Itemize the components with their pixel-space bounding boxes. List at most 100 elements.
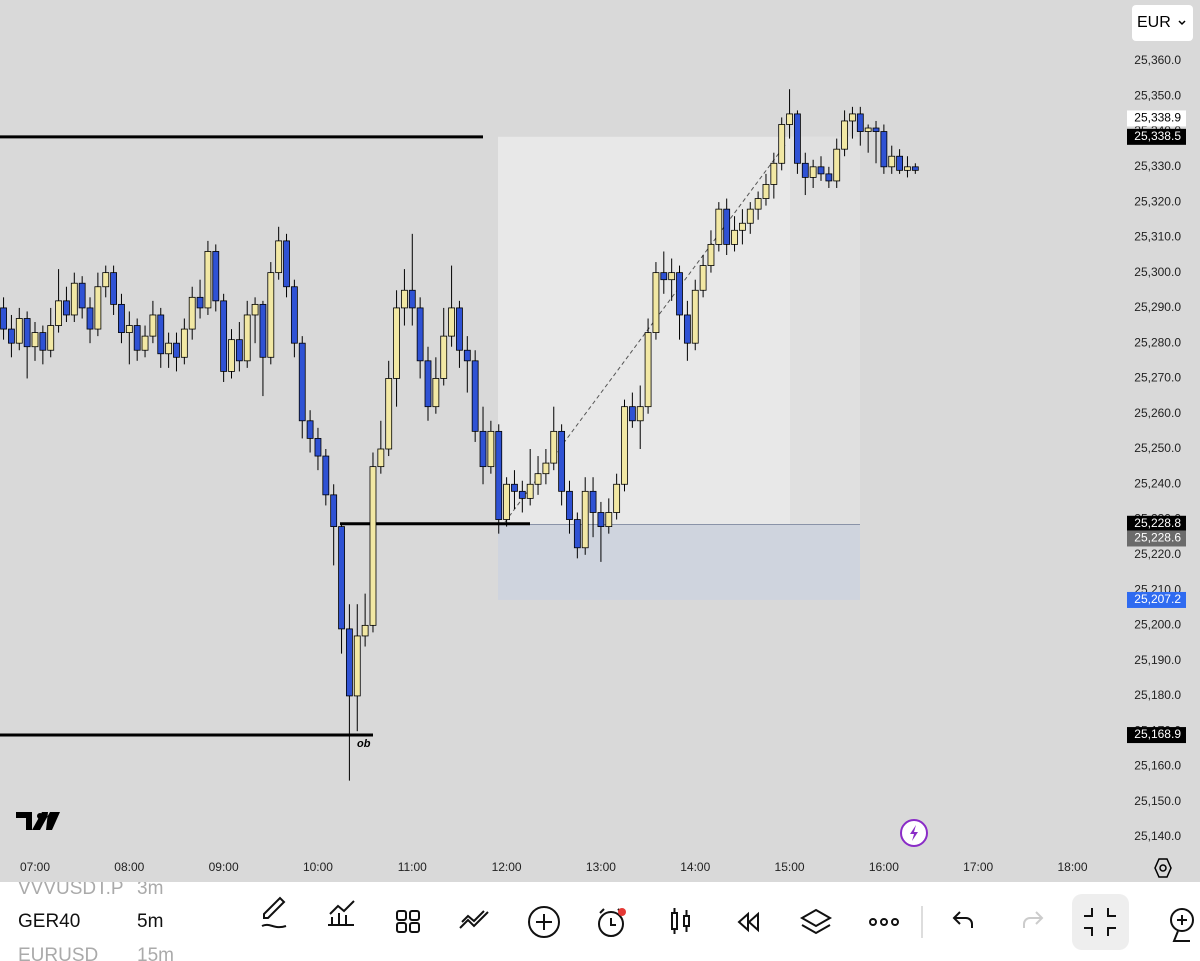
candle-body [290,286,298,344]
candle-body [456,307,463,351]
loss-zone [498,524,860,600]
indicators-tool[interactable] [328,900,355,926]
candle-body [762,184,770,199]
y-tick-label: 25,330.0 [1134,159,1181,173]
currency-button[interactable] [1132,5,1193,41]
watchlist-interval[interactable]: 15m [137,945,174,961]
candle-body [165,342,173,355]
candle-body [613,483,621,513]
draw-tool[interactable] [261,896,287,929]
y-tick-label: 25,350.0 [1134,88,1181,102]
candle-body [841,120,848,150]
candle-body [416,307,424,362]
y-tick-label: 25,220.0 [1134,547,1181,561]
x-tick-label: 14:00 [680,860,710,874]
layers-tool[interactable] [799,908,833,935]
y-tick-label: 25,150.0 [1134,794,1181,808]
candle-body [723,208,731,245]
candle-body [110,272,117,305]
price-label-box [1127,727,1186,744]
candle-body [471,360,479,432]
candle-body [102,272,110,288]
settings-dot [1159,864,1167,872]
annotation: ob [357,738,371,750]
candle-body [338,526,345,630]
candle-body [621,406,628,485]
x-tick-label: 12:00 [492,860,522,874]
price-label: 25,338.9 [1134,111,1181,125]
price-label-box [1127,530,1186,547]
candle-body [173,342,180,358]
add-tool[interactable] [528,906,560,938]
y-tick-label: 25,260.0 [1134,406,1181,420]
candle-body [47,325,55,351]
candle-body [408,289,416,309]
settings-button[interactable] [1154,858,1172,878]
y-tick-label: 25,310.0 [1134,230,1181,244]
layouts-tool[interactable] [396,910,420,933]
watchlist-interval[interactable]: 5m [137,911,164,932]
candle-body [809,166,817,178]
candle-body [904,166,911,171]
candle-body [157,314,165,355]
y-tick-label: 25,200.0 [1134,618,1181,632]
watchlist-symbol[interactable]: VVVUSDT.P [18,882,124,899]
candle-body [652,272,660,333]
y-tick-label: 25,360.0 [1134,53,1181,67]
price-label: 25,228.8 [1134,516,1181,530]
x-tick-label: 09:00 [209,860,239,874]
candle-body [707,244,715,266]
candle-body [880,131,888,168]
candle-body [275,240,283,274]
candle-body [180,328,188,358]
candle-body [401,289,408,309]
candle-body [487,430,495,468]
x-tick-label: 11:00 [398,860,427,874]
candle-body [361,624,369,637]
y-tick-label: 25,280.0 [1134,335,1181,349]
candle-body [754,198,762,210]
candle-body [636,406,644,422]
watchlist-symbol[interactable]: EURUSD [18,945,99,961]
candle-body [864,127,872,132]
collapse-button[interactable] [1072,894,1129,950]
candle-body [188,296,196,330]
candle-body [345,628,353,697]
lines-tool[interactable] [459,910,489,929]
candle-body [235,339,243,362]
alert-tool[interactable] [598,908,626,937]
bottom-bar: VVVUSDT.P 3m GER40 5m EURUSD 15m [0,882,1200,961]
zoom-button[interactable] [1170,908,1194,942]
candle-body [8,328,15,344]
x-tick-label: 07:00 [20,860,50,874]
candle-body [628,406,636,422]
price-label-box [1127,591,1186,608]
candle-body [78,282,86,309]
currency[interactable]: EUR [1137,14,1171,31]
candle-body [432,378,440,408]
chart-type-tool[interactable] [671,908,690,934]
more-tool[interactable] [869,918,899,926]
candle-body [283,240,290,288]
candle-body [511,483,518,492]
candle-body [518,490,526,499]
candle-body [911,166,919,171]
candle-body [660,272,668,281]
redo-button[interactable] [1023,911,1044,928]
y-tick-label: 25,180.0 [1134,688,1181,702]
x-tick-label: 15:00 [775,860,805,874]
candle-body [31,332,39,348]
y-tick-label: 25,160.0 [1134,759,1181,773]
watchlist-interval[interactable]: 3m [137,882,164,899]
candle-body [817,166,825,175]
replay-tool[interactable] [737,911,759,933]
candle-body [739,222,746,231]
price-label-box [1127,128,1186,145]
candle-body [691,289,699,344]
undo-button[interactable] [952,911,973,928]
x-tick-label: 17:00 [963,860,993,874]
y-tick-label: 25,190.0 [1134,653,1181,667]
y-tick-label: 25,250.0 [1134,441,1181,455]
watchlist-symbol[interactable]: GER40 [18,911,81,932]
